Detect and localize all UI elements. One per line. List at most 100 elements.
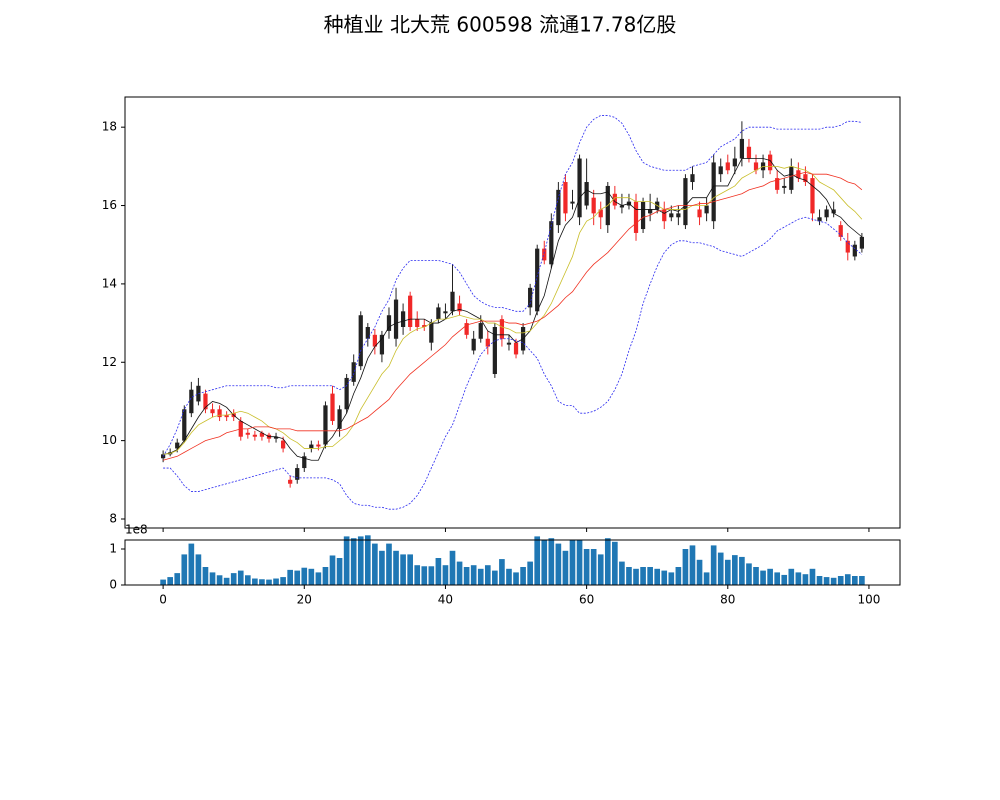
volume-bar bbox=[174, 573, 181, 585]
volume-bar bbox=[809, 568, 816, 585]
volume-bar bbox=[364, 535, 371, 585]
volume-bar bbox=[732, 555, 738, 585]
candle-body bbox=[852, 244, 857, 257]
y-tick-label: 16 bbox=[102, 198, 117, 212]
candle-body bbox=[845, 240, 850, 253]
candle-body bbox=[478, 323, 483, 339]
volume-bar bbox=[393, 550, 399, 585]
volume-bar bbox=[859, 576, 865, 585]
candle-body bbox=[175, 442, 180, 449]
volume-bar bbox=[534, 536, 541, 585]
candle-body bbox=[280, 440, 286, 449]
candle-body bbox=[457, 303, 462, 312]
volume-bar bbox=[442, 565, 449, 585]
volume-bar bbox=[597, 554, 604, 585]
volume-bar bbox=[477, 568, 484, 585]
candle-body bbox=[499, 319, 505, 339]
candle-body bbox=[372, 334, 377, 347]
x-tick-label: 0 bbox=[159, 593, 167, 607]
volume-bar bbox=[668, 572, 675, 585]
candle-body bbox=[640, 201, 646, 230]
volume-bar bbox=[449, 550, 456, 585]
volume-bar bbox=[583, 549, 590, 585]
volume-bar bbox=[520, 567, 526, 585]
volume-bar bbox=[294, 570, 301, 585]
volume-bar bbox=[767, 568, 773, 585]
candle-body bbox=[485, 338, 490, 347]
volume-bar bbox=[181, 554, 188, 585]
volume-bar bbox=[280, 577, 286, 585]
volume-bar bbox=[484, 565, 491, 585]
candle-body bbox=[683, 178, 688, 226]
volume-bar bbox=[830, 577, 837, 585]
volume-bar bbox=[202, 567, 209, 585]
volume-bar bbox=[619, 561, 625, 585]
volume-bar bbox=[527, 561, 533, 585]
candle-body bbox=[492, 326, 497, 375]
candle-body bbox=[358, 315, 363, 367]
volume-bar bbox=[696, 559, 703, 585]
candle-body bbox=[400, 311, 406, 327]
volume-bar bbox=[823, 577, 830, 585]
volume-bar bbox=[562, 550, 569, 585]
volume-bar bbox=[753, 567, 759, 585]
volume-bar bbox=[816, 576, 823, 585]
volume-bar bbox=[470, 565, 477, 585]
candle-body bbox=[704, 205, 709, 214]
candle-body bbox=[302, 456, 307, 469]
candle-body bbox=[513, 342, 519, 355]
volume-bar bbox=[308, 568, 315, 585]
volume-bar bbox=[576, 540, 583, 585]
volume-bar bbox=[682, 549, 689, 585]
volume-bar bbox=[463, 567, 470, 585]
volume-bar bbox=[209, 572, 216, 585]
y-tick-label: 12 bbox=[102, 355, 117, 369]
volume-bar bbox=[724, 559, 731, 585]
candle-body bbox=[464, 323, 469, 335]
volume-bar bbox=[626, 567, 632, 585]
candle-body bbox=[450, 291, 455, 312]
candle-body bbox=[408, 295, 413, 327]
candle-body bbox=[386, 315, 392, 331]
volume-bar bbox=[640, 567, 646, 585]
volume-bar bbox=[795, 572, 802, 585]
volume-bar bbox=[421, 566, 428, 585]
candle-body bbox=[753, 162, 759, 171]
volume-bar bbox=[703, 572, 710, 585]
volume-bar bbox=[357, 536, 364, 585]
indicator-line bbox=[163, 216, 863, 510]
volume-offset-label: 1e8 bbox=[125, 523, 148, 537]
indicator-line bbox=[163, 171, 863, 461]
candle-body bbox=[612, 193, 617, 206]
candle-body bbox=[259, 432, 265, 437]
volume-bar bbox=[188, 543, 195, 585]
candle-body bbox=[415, 319, 420, 327]
candle-body bbox=[288, 479, 293, 484]
volume-bar bbox=[216, 575, 223, 585]
volume-bar bbox=[195, 554, 202, 585]
candle-body bbox=[556, 189, 561, 226]
volume-bar bbox=[569, 540, 576, 585]
volume-bar bbox=[760, 570, 766, 585]
volume-bar bbox=[456, 561, 463, 585]
volume-bar bbox=[717, 552, 724, 585]
candle-body bbox=[831, 209, 836, 214]
candle-body bbox=[535, 248, 540, 312]
candle-body bbox=[789, 166, 794, 190]
volume-bar bbox=[223, 577, 230, 585]
volume-bar bbox=[590, 549, 597, 585]
volume-bar bbox=[167, 577, 173, 585]
volume-bar bbox=[844, 574, 851, 585]
candle-body bbox=[443, 311, 448, 314]
candle-body bbox=[690, 174, 695, 183]
volume-bar bbox=[160, 579, 166, 585]
candle-body bbox=[711, 162, 716, 222]
candle-body bbox=[379, 334, 385, 355]
candle-body bbox=[295, 468, 300, 480]
volume-y-tick-label: 1 bbox=[109, 542, 117, 556]
candle-body bbox=[718, 166, 723, 175]
x-tick-label: 20 bbox=[297, 593, 312, 607]
volume-bar bbox=[414, 565, 421, 585]
candle-body bbox=[393, 299, 399, 339]
candle-body bbox=[859, 236, 865, 249]
